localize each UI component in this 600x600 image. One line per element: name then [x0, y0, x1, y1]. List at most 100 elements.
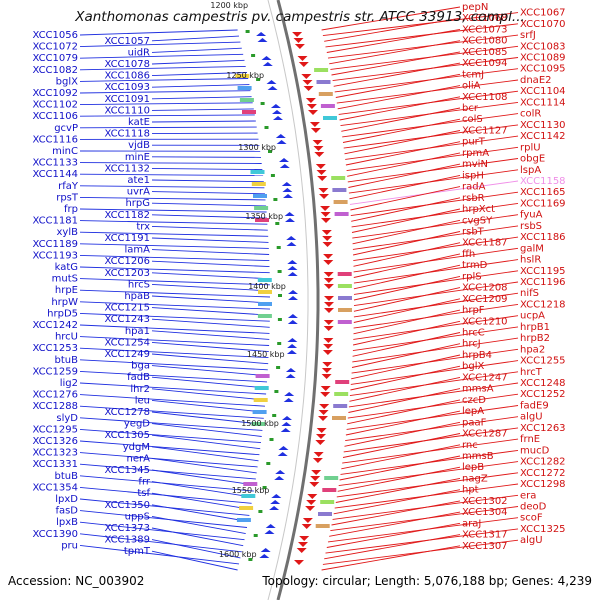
cog-category-block — [237, 86, 252, 90]
gene-label: btuB — [55, 355, 79, 366]
gene-label: XCC1094 — [462, 58, 508, 69]
gene-label: XCC1056 — [32, 30, 78, 41]
gene-label: XCC1182 — [104, 210, 150, 221]
label-connector — [353, 275, 461, 301]
gene-label: rpmA — [462, 148, 489, 159]
cog-category-block — [255, 374, 270, 378]
label-connector — [151, 481, 253, 498]
gene-label: btuB — [55, 471, 79, 482]
gene-label: XCC1116 — [32, 134, 78, 145]
label-connector — [151, 167, 263, 171]
label-connector — [326, 522, 461, 548]
gene-label: hrpG — [125, 198, 150, 209]
gene-label: minE — [125, 152, 150, 163]
gene-label: XCC1354 — [32, 482, 78, 493]
label-connector — [353, 298, 461, 323]
cog-category-block — [235, 74, 250, 78]
label-connector — [151, 515, 246, 535]
scale-tick — [273, 198, 278, 201]
label-connector — [79, 278, 270, 286]
gene-label: XCC1070 — [520, 19, 566, 30]
gene-label: XCC1195 — [520, 266, 566, 277]
cog-category-block — [335, 380, 350, 384]
cog-category-block — [332, 416, 346, 420]
label-connector — [79, 417, 263, 431]
forward-gene-feature — [271, 494, 282, 498]
label-connector — [351, 202, 519, 228]
label-connector — [79, 324, 270, 334]
label-connector — [326, 28, 461, 53]
label-connector — [79, 102, 253, 106]
label-connector — [330, 45, 519, 70]
label-connector — [79, 440, 260, 456]
forward-gene-feature — [286, 350, 297, 354]
gene-label: hrpW — [51, 297, 78, 308]
scale-label: 1300 kbp — [238, 143, 276, 152]
reverse-gene-feature — [301, 74, 312, 79]
gene-label: algU — [520, 535, 543, 546]
forward-gene-feature — [279, 158, 289, 162]
gene-label: hrcJ — [462, 339, 481, 350]
label-connector — [353, 287, 461, 312]
reverse-gene-feature — [308, 110, 318, 115]
gene-label: XCC1249 — [104, 349, 150, 360]
label-connector — [79, 359, 268, 371]
gene-label: XCC1302 — [462, 496, 508, 507]
accession-text: Accession: NC_003902 — [8, 574, 145, 588]
gene-label: katE — [128, 117, 150, 128]
reverse-gene-feature — [303, 86, 314, 91]
reverse-gene-feature — [313, 146, 324, 151]
cog-category-block — [258, 290, 272, 294]
cog-category-block — [243, 482, 258, 486]
gene-label: XCC1133 — [32, 158, 78, 169]
reverse-gene-feature — [305, 98, 316, 103]
label-connector — [349, 376, 461, 402]
gene-label: hslR — [520, 255, 541, 266]
label-connector — [151, 492, 251, 510]
label-connector — [151, 388, 266, 401]
scale-tick — [266, 462, 271, 465]
label-connector — [79, 53, 244, 59]
scale-tick — [277, 270, 282, 273]
cog-category-block — [255, 218, 269, 222]
label-connector — [353, 247, 519, 273]
reverse-gene-feature — [299, 536, 310, 541]
label-connector — [79, 65, 246, 71]
cog-category-block — [338, 308, 352, 312]
summary-text: Topology: circular; Length: 5,076,188 bp… — [262, 574, 592, 588]
cog-category-block — [242, 110, 256, 114]
reverse-gene-feature — [306, 104, 317, 109]
label-connector — [353, 236, 519, 262]
cog-category-block — [314, 68, 329, 72]
label-connector — [151, 272, 270, 280]
scale-tick — [248, 558, 253, 561]
gene-label: purT — [462, 137, 486, 148]
forward-gene-feature — [282, 416, 292, 420]
label-connector — [79, 126, 257, 129]
reverse-gene-feature — [292, 32, 303, 37]
gene-label: hpt — [462, 485, 479, 496]
label-connector — [324, 534, 461, 560]
gene-label: uppS — [125, 511, 150, 522]
label-connector — [329, 40, 461, 65]
gene-label: pepN — [462, 2, 488, 13]
label-connector — [331, 51, 461, 76]
reverse-gene-feature — [305, 506, 316, 511]
gene-label: XCC1181 — [32, 216, 78, 227]
forward-gene-feature — [259, 554, 270, 558]
gene-label: hrcS — [128, 279, 150, 290]
gene-label: deoD — [520, 502, 547, 513]
scale-tick — [277, 342, 282, 345]
forward-gene-feature — [262, 62, 273, 66]
gene-label: XCC1187 — [462, 238, 508, 249]
gene-label: XCC1272 — [520, 468, 566, 479]
gene-label: XCC1186 — [520, 232, 566, 243]
cog-category-block — [334, 392, 349, 396]
label-connector — [79, 452, 258, 468]
gene-label: lhr2 — [130, 384, 150, 395]
cog-category-block — [338, 296, 352, 300]
reverse-gene-feature — [294, 560, 304, 565]
label-connector — [325, 23, 519, 48]
gene-label: XCC1078 — [104, 59, 150, 70]
